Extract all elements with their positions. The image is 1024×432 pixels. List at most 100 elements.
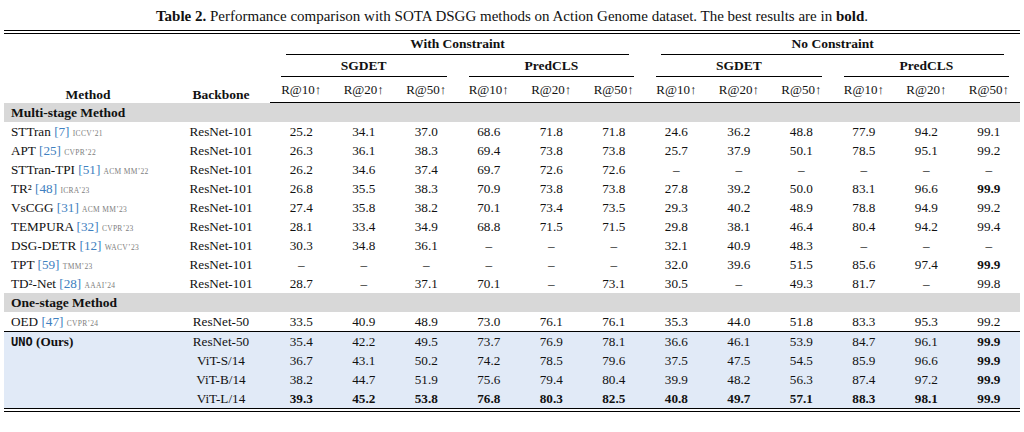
- method-cell: OED [47] CVPR’24: [4, 312, 172, 332]
- value-cell: 73.1: [583, 274, 646, 293]
- method-name: TEMPURA: [11, 219, 73, 234]
- table-caption-label: Table 2.: [156, 8, 206, 24]
- value-cell: 26.3: [270, 141, 333, 160]
- value-cell: 73.7: [458, 332, 521, 352]
- value-cell: 95.3: [895, 312, 958, 332]
- backbone-cell: ResNet-101: [172, 141, 270, 160]
- citation-link[interactable]: [25]: [39, 143, 61, 158]
- table-row: APT [25] CVPR’22ResNet-10126.336.138.369…: [4, 141, 1020, 160]
- method-name: TR²: [11, 181, 32, 196]
- value-cell: 98.1: [895, 389, 958, 410]
- value-cell: 88.3: [833, 389, 896, 410]
- table-caption: Table 2. Performance comparison with SOT…: [10, 8, 1014, 25]
- value-cell: 44.7: [333, 370, 396, 389]
- value-cell: 48.3: [770, 236, 833, 255]
- value-cell: 47.5: [708, 351, 771, 370]
- metric-header-r10: R@10↑: [458, 77, 521, 103]
- value-cell: 30.5: [645, 274, 708, 293]
- metric-header-r10: R@10↑: [270, 77, 333, 103]
- method-cell: STTran [7] ICCV’21: [4, 122, 172, 141]
- value-cell: 28.1: [270, 217, 333, 236]
- metric-header-r50: R@50↑: [958, 77, 1021, 103]
- citation-link[interactable]: [51]: [78, 162, 100, 177]
- method-cell: TPT [59] TMM’23: [4, 255, 172, 274]
- value-cell: 38.2: [395, 198, 458, 217]
- metric-header-r20: R@20↑: [895, 77, 958, 103]
- value-cell: –: [895, 236, 958, 255]
- group-header-with-constraint: With Constraint: [270, 32, 645, 55]
- backbone-cell: ViT-L/14: [172, 389, 270, 410]
- value-cell: 27.8: [645, 179, 708, 198]
- backbone-cell: ResNet-101: [172, 274, 270, 293]
- citation-link[interactable]: [48]: [35, 181, 57, 196]
- value-cell: 34.8: [333, 236, 396, 255]
- citation-link[interactable]: [28]: [59, 276, 81, 291]
- citation-link[interactable]: [47]: [41, 314, 63, 329]
- citation-link[interactable]: [12]: [80, 238, 102, 253]
- value-cell: 39.2: [708, 179, 771, 198]
- col-header-method: Method: [4, 32, 172, 103]
- value-cell: 54.5: [770, 351, 833, 370]
- value-cell: –: [708, 160, 771, 179]
- value-cell: 37.4: [395, 160, 458, 179]
- value-cell: 73.8: [583, 141, 646, 160]
- ours-row: ViT-B/1438.244.751.975.679.480.439.948.2…: [4, 370, 1020, 389]
- venue-label: ICRA’23: [60, 186, 89, 195]
- value-cell: 87.4: [833, 370, 896, 389]
- citation-link[interactable]: [59]: [38, 257, 60, 272]
- value-cell: 99.2: [958, 141, 1021, 160]
- value-cell: –: [833, 236, 896, 255]
- backbone-cell: ResNet-101: [172, 217, 270, 236]
- value-cell: 73.8: [520, 179, 583, 198]
- value-cell: 26.2: [270, 160, 333, 179]
- method-cell: [4, 351, 172, 370]
- value-cell: 25.2: [270, 122, 333, 141]
- value-cell: 84.7: [833, 332, 896, 352]
- ours-method-suffix: (Ours): [33, 334, 74, 349]
- backbone-cell: ResNet-50: [172, 312, 270, 332]
- value-cell: –: [458, 255, 521, 274]
- value-cell: 37.1: [395, 274, 458, 293]
- value-cell: 37.9: [708, 141, 771, 160]
- value-cell: 95.1: [895, 141, 958, 160]
- value-cell: 33.4: [333, 217, 396, 236]
- value-cell: 49.3: [770, 274, 833, 293]
- value-cell: 38.2: [270, 370, 333, 389]
- value-cell: 99.8: [958, 274, 1021, 293]
- value-cell: 49.7: [708, 389, 771, 410]
- value-cell: 99.9: [958, 351, 1021, 370]
- value-cell: 45.2: [333, 389, 396, 410]
- table-caption-period: .: [864, 8, 868, 24]
- col-header-backbone: Backbone: [172, 32, 270, 103]
- citation-link[interactable]: [32]: [77, 219, 99, 234]
- value-cell: 73.0: [458, 312, 521, 332]
- ours-row: UNO (Ours)ResNet-5035.442.249.573.776.97…: [4, 332, 1020, 352]
- backbone-cell: ViT-B/14: [172, 370, 270, 389]
- value-cell: 36.7: [270, 351, 333, 370]
- backbone-cell: ResNet-101: [172, 160, 270, 179]
- table-row: TR² [48] ICRA’23ResNet-10126.835.538.370…: [4, 179, 1020, 198]
- citation-link[interactable]: [7]: [54, 124, 69, 139]
- value-cell: 29.8: [645, 217, 708, 236]
- value-cell: 37.0: [395, 122, 458, 141]
- value-cell: –: [458, 236, 521, 255]
- value-cell: 81.7: [833, 274, 896, 293]
- ours-row: ViT-L/1439.345.253.876.880.382.540.849.7…: [4, 389, 1020, 410]
- section-title: One-stage Method: [4, 293, 1020, 312]
- table-caption-body: Performance comparison with SOTA DSGG me…: [210, 8, 832, 24]
- backbone-cell: ResNet-50: [172, 332, 270, 352]
- venue-label: AAAI’24: [85, 281, 116, 290]
- table-row: OED [47] CVPR’24ResNet-5033.540.948.973.…: [4, 312, 1020, 332]
- value-cell: 78.8: [833, 198, 896, 217]
- value-cell: 24.6: [645, 122, 708, 141]
- value-cell: 99.9: [958, 332, 1021, 352]
- value-cell: 68.6: [458, 122, 521, 141]
- task-header-sgdet-nc: SGDET: [645, 55, 833, 77]
- value-cell: 39.6: [708, 255, 771, 274]
- task-header-predcls-wc: PredCLS: [458, 55, 646, 77]
- citation-link[interactable]: [31]: [57, 200, 79, 215]
- value-cell: 94.2: [895, 122, 958, 141]
- value-cell: –: [770, 160, 833, 179]
- value-cell: –: [895, 274, 958, 293]
- value-cell: 78.5: [520, 351, 583, 370]
